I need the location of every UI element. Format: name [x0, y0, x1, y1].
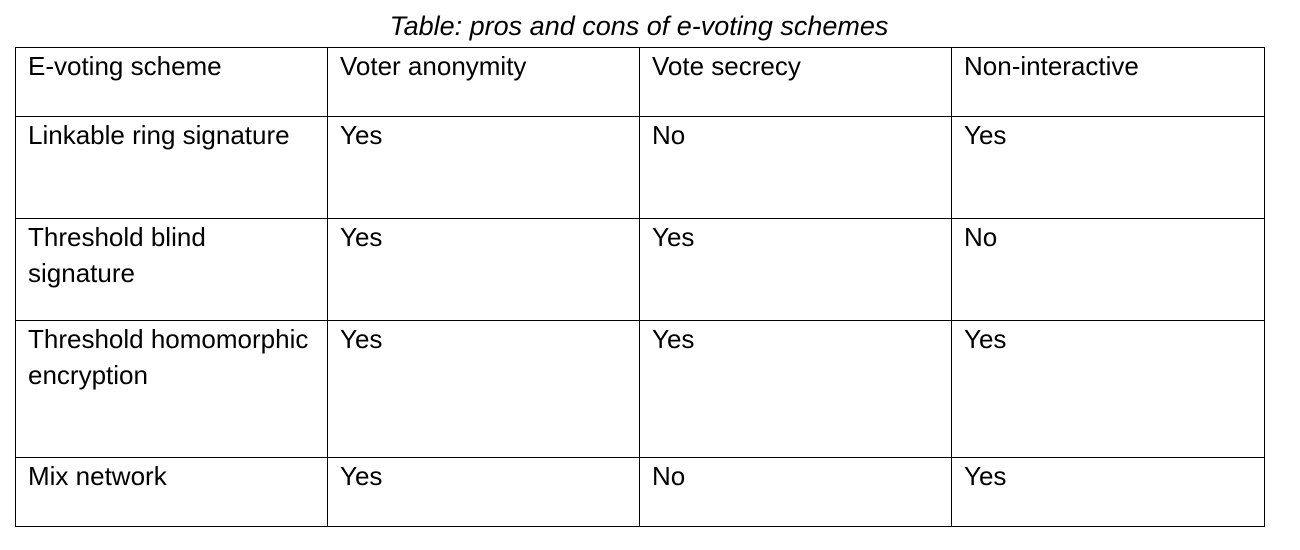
table-row: Mix network Yes No Yes	[15, 457, 1265, 527]
scheme-name-cell: Threshold homomorphic encryption	[15, 320, 328, 458]
non-interactive-cell: Yes	[951, 320, 1265, 458]
non-interactive-cell: Yes	[951, 116, 1265, 219]
vote-secrecy-cell: No	[639, 457, 952, 527]
vote-secrecy-cell: No	[639, 116, 952, 219]
non-interactive-cell: Yes	[951, 457, 1265, 527]
scheme-name-cell: Linkable ring signature	[15, 116, 328, 219]
table-header-row: E-voting scheme Voter anonymity Vote sec…	[15, 47, 1265, 117]
header-cell-voter-anonymity: Voter anonymity	[327, 47, 640, 117]
voter-anonymity-cell: Yes	[327, 218, 640, 321]
non-interactive-cell: No	[951, 218, 1265, 321]
voter-anonymity-cell: Yes	[327, 457, 640, 527]
table-caption: Table: pros and cons of e-voting schemes	[389, 11, 889, 41]
table-row: Linkable ring signature Yes No Yes	[15, 116, 1265, 219]
header-cell-non-interactive: Non-interactive	[951, 47, 1265, 117]
evoting-comparison-table: E-voting scheme Voter anonymity Vote sec…	[15, 47, 1265, 527]
header-cell-scheme: E-voting scheme	[15, 47, 328, 117]
voter-anonymity-cell: Yes	[327, 320, 640, 458]
vote-secrecy-cell: Yes	[639, 320, 952, 458]
header-cell-vote-secrecy: Vote secrecy	[639, 47, 952, 117]
table-row: Threshold homomorphic encryption Yes Yes…	[15, 320, 1265, 458]
scheme-name-cell: Threshold blind signature	[15, 218, 328, 321]
voter-anonymity-cell: Yes	[327, 116, 640, 219]
scheme-name-cell: Mix network	[15, 457, 328, 527]
vote-secrecy-cell: Yes	[639, 218, 952, 321]
table-row: Threshold blind signature Yes Yes No	[15, 218, 1265, 321]
